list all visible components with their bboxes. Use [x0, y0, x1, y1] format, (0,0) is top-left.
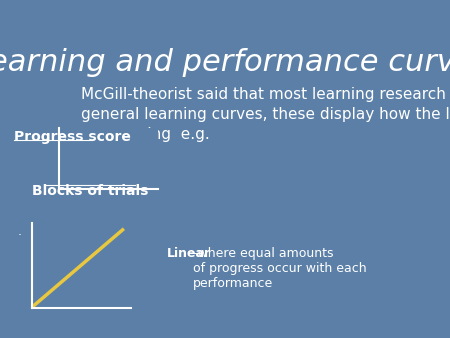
- Text: -where equal amounts
of progress occur with each
performance: -where equal amounts of progress occur w…: [193, 247, 366, 290]
- Text: McGill-theorist said that most learning research shows 4
general learning curves: McGill-theorist said that most learning …: [81, 88, 450, 142]
- Text: .: .: [18, 225, 22, 238]
- Text: Learning and performance curves: Learning and performance curves: [0, 48, 450, 77]
- Text: Blocks of trials: Blocks of trials: [32, 184, 148, 198]
- Text: Linear: Linear: [166, 247, 211, 260]
- Text: Progress score: Progress score: [14, 130, 130, 144]
